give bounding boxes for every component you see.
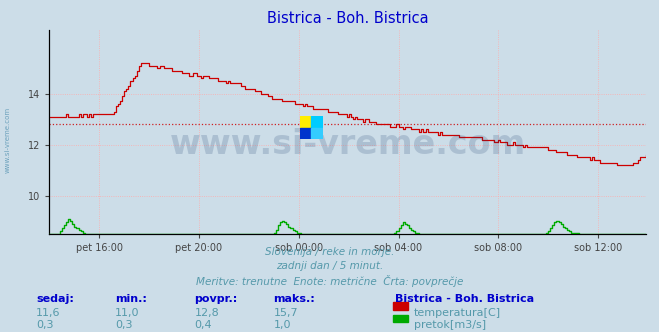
Title: Bistrica - Boh. Bistrica: Bistrica - Boh. Bistrica — [267, 11, 428, 26]
Text: Meritve: trenutne  Enote: metrične  Črta: povprečje: Meritve: trenutne Enote: metrične Črta: … — [196, 275, 463, 287]
Text: sedaj:: sedaj: — [36, 294, 74, 304]
Text: pretok[m3/s]: pretok[m3/s] — [414, 320, 486, 330]
Bar — [312, 116, 323, 128]
Text: maks.:: maks.: — [273, 294, 315, 304]
Text: 11,0: 11,0 — [115, 308, 140, 318]
Text: Bistrica - Boh. Bistrica: Bistrica - Boh. Bistrica — [395, 294, 534, 304]
Text: 11,6: 11,6 — [36, 308, 61, 318]
Text: zadnji dan / 5 minut.: zadnji dan / 5 minut. — [276, 261, 383, 271]
Text: www.si-vreme.com: www.si-vreme.com — [5, 106, 11, 173]
Bar — [300, 116, 312, 128]
Bar — [300, 128, 312, 139]
Text: 0,3: 0,3 — [115, 320, 133, 330]
Bar — [312, 128, 323, 139]
Text: temperatura[C]: temperatura[C] — [414, 308, 501, 318]
Text: povpr.:: povpr.: — [194, 294, 238, 304]
Text: www.si-vreme.com: www.si-vreme.com — [169, 128, 526, 161]
Text: 0,3: 0,3 — [36, 320, 54, 330]
Text: 12,8: 12,8 — [194, 308, 219, 318]
Text: Slovenija / reke in morje.: Slovenija / reke in morje. — [265, 247, 394, 257]
Text: min.:: min.: — [115, 294, 147, 304]
Text: 15,7: 15,7 — [273, 308, 298, 318]
Text: 0,4: 0,4 — [194, 320, 212, 330]
Text: 1,0: 1,0 — [273, 320, 291, 330]
